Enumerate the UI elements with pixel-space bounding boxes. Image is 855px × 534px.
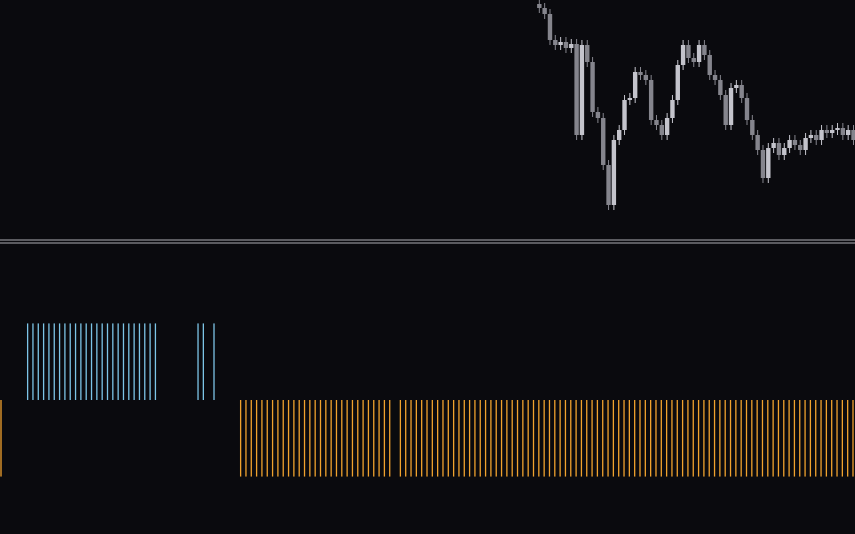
candle-body bbox=[664, 118, 670, 135]
candle-body bbox=[771, 143, 776, 148]
candle-body bbox=[585, 45, 590, 62]
candle-body bbox=[760, 150, 766, 178]
candle-body bbox=[707, 55, 712, 75]
candle-body bbox=[734, 85, 739, 88]
candle-body bbox=[686, 45, 691, 58]
candle-body bbox=[814, 135, 819, 140]
candle-body bbox=[835, 128, 840, 130]
candle-body bbox=[728, 88, 734, 125]
candle-body bbox=[654, 120, 659, 125]
candle-body bbox=[558, 42, 563, 45]
candle-body bbox=[819, 130, 824, 140]
candle-body bbox=[696, 45, 702, 62]
candle-body bbox=[739, 85, 744, 98]
candle-body bbox=[824, 130, 830, 133]
candle-body bbox=[830, 130, 835, 133]
candle-body bbox=[659, 125, 664, 135]
candle-body bbox=[808, 135, 814, 138]
candle-body bbox=[643, 75, 649, 80]
candle-body bbox=[755, 135, 760, 150]
candle-body bbox=[590, 62, 595, 112]
candle-body bbox=[782, 148, 787, 155]
candle-body bbox=[579, 45, 585, 135]
candle-body bbox=[537, 4, 542, 8]
candle-body bbox=[803, 138, 808, 150]
candle-body bbox=[638, 72, 643, 75]
candle-body bbox=[617, 130, 622, 140]
candle-body bbox=[680, 45, 686, 65]
candle-body bbox=[712, 75, 718, 80]
candle-body bbox=[840, 128, 846, 135]
candle-body bbox=[723, 95, 728, 125]
candle-body bbox=[776, 143, 782, 155]
candle-body bbox=[601, 118, 606, 165]
candle-body bbox=[675, 65, 680, 100]
candle-body bbox=[766, 148, 771, 178]
candle-body bbox=[718, 80, 723, 95]
candle-body bbox=[547, 14, 553, 40]
candle-body bbox=[851, 130, 855, 140]
candle-body bbox=[574, 44, 579, 135]
candle-body bbox=[670, 100, 675, 118]
candle-body bbox=[702, 45, 707, 55]
candle-body bbox=[787, 140, 792, 148]
candle-body bbox=[750, 120, 755, 135]
candle-body bbox=[632, 72, 638, 98]
candle-body bbox=[792, 140, 798, 145]
candle-body bbox=[611, 140, 617, 205]
candle-body bbox=[691, 58, 696, 62]
candle-body bbox=[606, 165, 611, 205]
candle-body bbox=[542, 8, 547, 14]
candle-body bbox=[744, 98, 750, 120]
candle-body bbox=[627, 98, 633, 100]
candle-body bbox=[569, 44, 574, 48]
candle-body bbox=[622, 100, 627, 130]
candle-body bbox=[553, 40, 558, 45]
candle-body bbox=[563, 42, 569, 48]
candle-body bbox=[845, 130, 851, 135]
candle-body bbox=[648, 80, 654, 120]
candle-body bbox=[595, 112, 601, 118]
candle-body bbox=[798, 145, 803, 150]
